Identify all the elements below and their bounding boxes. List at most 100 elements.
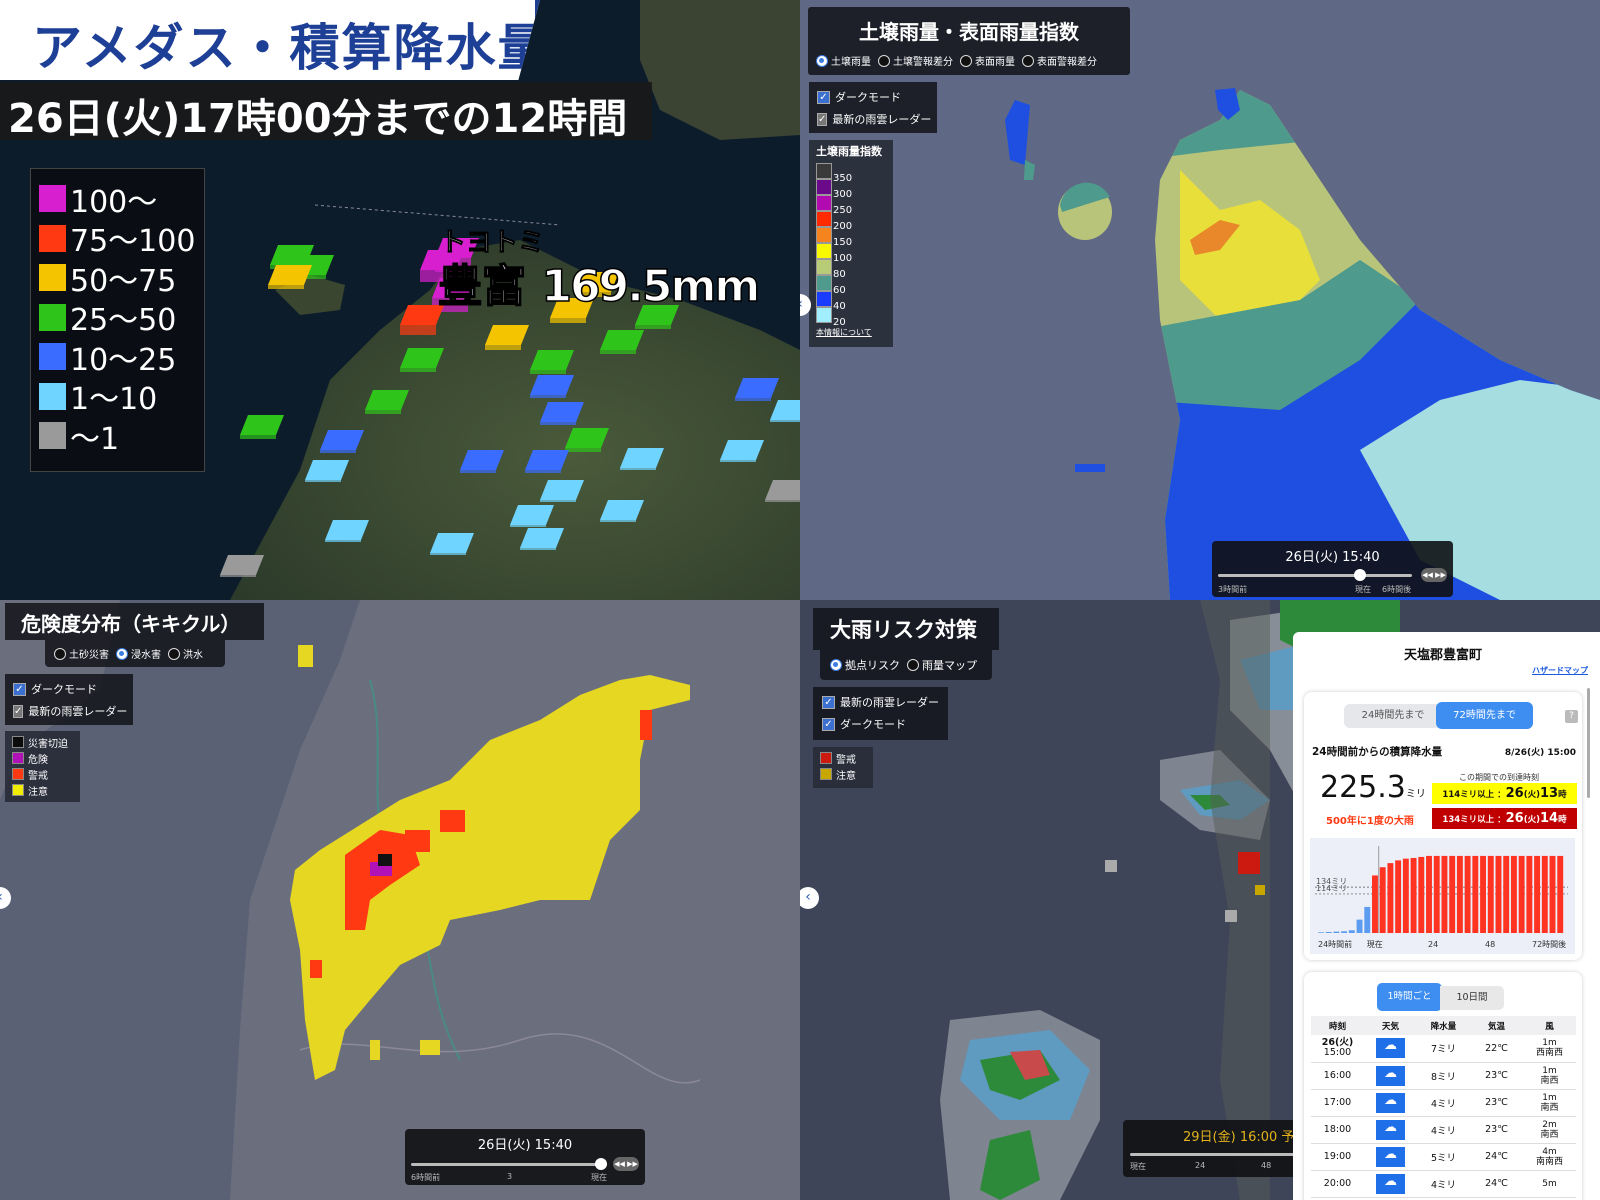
slider-track[interactable] bbox=[411, 1163, 607, 1166]
legend-swatch bbox=[816, 291, 832, 307]
threshold-hour: 14 bbox=[1539, 811, 1559, 826]
radio-option[interactable]: 拠点リスク bbox=[830, 657, 900, 673]
radio-button[interactable] bbox=[960, 54, 972, 67]
chart-bar bbox=[1348, 930, 1355, 933]
radio-option[interactable]: 表面雨量 bbox=[960, 53, 1015, 68]
time-cell: 26(火) 15:00 bbox=[1311, 1035, 1364, 1062]
checkbox-option[interactable]: ✓ ダークモード bbox=[13, 678, 125, 700]
checkbox[interactable]: ✓ bbox=[13, 704, 24, 718]
collapse-chevron-icon[interactable]: ‹ bbox=[800, 887, 819, 909]
table-row: 20:00 ☁ 4ミリ 24℃ 5m bbox=[1311, 1170, 1576, 1197]
checkbox[interactable]: ✓ bbox=[817, 112, 828, 126]
rainfall-block bbox=[530, 375, 574, 398]
step-buttons[interactable]: ◀◀ ▶▶ bbox=[613, 1157, 639, 1171]
hazard-type-radio-group: 土砂災害 浸水害 洪水 bbox=[45, 640, 225, 667]
legend-swatch bbox=[39, 303, 66, 331]
threshold-label: 114ミリ以上 ： bbox=[1442, 789, 1506, 800]
radio-button[interactable] bbox=[816, 54, 828, 67]
soil-index-map bbox=[1005, 88, 1600, 600]
rainfall-block bbox=[550, 298, 594, 323]
chart-bar bbox=[1325, 931, 1332, 933]
station-kana-label: トヨトミ bbox=[439, 228, 545, 259]
forecast-slider: 29日(金) 16:00 予 現在 24 48 bbox=[1123, 1120, 1323, 1177]
help-icon[interactable]: ? bbox=[1565, 710, 1578, 723]
checkbox[interactable]: ✓ bbox=[822, 717, 835, 731]
radio-label: 土壌雨量 bbox=[831, 57, 871, 68]
panel-scrollbar[interactable] bbox=[1587, 688, 1590, 798]
radio-button[interactable] bbox=[830, 659, 842, 671]
period-subtitle: 26日(火)17時00分までの12時間 bbox=[8, 96, 628, 142]
tab-72h[interactable]: 72時間先まで bbox=[1436, 702, 1533, 729]
radio-button[interactable] bbox=[116, 647, 128, 660]
checkbox[interactable]: ✓ bbox=[822, 695, 835, 709]
checkbox-label: 最新の雨雲レーダー bbox=[832, 113, 932, 126]
slider-track[interactable] bbox=[1218, 574, 1412, 577]
risk-title-box: 大雨リスク対策 bbox=[813, 608, 999, 650]
collapse-chevron-icon[interactable]: ‹ bbox=[800, 294, 811, 316]
risk-legend: 警戒 注意 bbox=[813, 747, 873, 788]
legend-item: 注意 bbox=[12, 782, 73, 798]
legend-label: 75〜100 bbox=[70, 224, 196, 260]
table-row: 18:00 ☁ 4ミリ 23℃ 2m 南西 bbox=[1311, 1116, 1576, 1143]
chart-bar bbox=[1372, 875, 1378, 933]
info-link[interactable]: 本情報について bbox=[816, 328, 872, 337]
table-row: 16:00 ☁ 8ミリ 23℃ 1m 南西 bbox=[1311, 1062, 1576, 1089]
wind-speed: 1m bbox=[1542, 1092, 1557, 1103]
weather-cell: ☁ bbox=[1364, 1035, 1417, 1062]
slider-track[interactable] bbox=[1130, 1153, 1320, 1156]
legend-swatch bbox=[816, 195, 832, 211]
tab-hourly[interactable]: 1時間ごと bbox=[1377, 983, 1442, 1011]
soil-legend: 土壌雨量指数 350 300 250 200 150 100 80 60 40 20 本情報につい… bbox=[809, 140, 893, 347]
checkbox-option[interactable]: ✓ 最新の雨雲レーダー bbox=[817, 108, 932, 130]
radio-button[interactable] bbox=[1022, 54, 1034, 67]
radio-option[interactable]: 土砂災害 bbox=[54, 646, 109, 661]
hazard-map-link[interactable]: ハザードマップ bbox=[1532, 666, 1588, 675]
legend-label: 災害切迫 bbox=[28, 738, 68, 750]
accumulated-heading: 24時間前からの積算降水量 bbox=[1312, 746, 1443, 758]
threshold-hour: 13 bbox=[1539, 786, 1559, 801]
checkbox-option[interactable]: ✓ 最新の雨雲レーダー bbox=[13, 700, 127, 722]
radio-button[interactable] bbox=[168, 647, 180, 660]
checkbox-option[interactable]: ✓ ダークモード bbox=[822, 713, 939, 735]
precip-cell: 7ミリ bbox=[1430, 1044, 1457, 1056]
legend-label: 20 bbox=[833, 317, 846, 328]
panel-title: 危険度分布（キキクル） bbox=[21, 612, 241, 636]
checkbox-option[interactable]: ✓ ダークモード bbox=[817, 86, 929, 108]
checkbox-label: ダークモード bbox=[840, 718, 906, 731]
weather-cell: ☁ bbox=[1364, 1062, 1417, 1089]
column-header: 時刻 bbox=[1328, 1021, 1346, 1032]
chart-bar bbox=[1541, 855, 1548, 933]
radio-button[interactable] bbox=[878, 54, 890, 67]
legend-label: 10〜25 bbox=[70, 342, 177, 378]
slider-knob[interactable] bbox=[1353, 569, 1366, 581]
rainfall-block bbox=[400, 305, 444, 335]
radio-option[interactable]: 土壌警報差分 bbox=[878, 53, 953, 68]
checkbox[interactable]: ✓ bbox=[817, 90, 830, 104]
tab-10days[interactable]: 10日間 bbox=[1440, 986, 1504, 1010]
radio-option[interactable]: 雨量マップ bbox=[907, 657, 977, 673]
legend-swatch bbox=[816, 307, 832, 323]
collapse-chevron-icon[interactable]: ‹ bbox=[0, 887, 11, 909]
kikikuru-title-box: 危険度分布（キキクル） bbox=[5, 603, 264, 640]
amount-value: 225.3 bbox=[1320, 770, 1406, 805]
radio-button[interactable] bbox=[907, 659, 919, 671]
checkbox-option[interactable]: ✓ 最新の雨雲レーダー bbox=[822, 691, 939, 713]
slider-knob[interactable] bbox=[595, 1158, 608, 1170]
radio-option[interactable]: 表面警報差分 bbox=[1022, 53, 1097, 68]
radio-button[interactable] bbox=[54, 647, 66, 660]
radio-option[interactable]: 洪水 bbox=[168, 646, 203, 661]
threshold-label: 134ミリ bbox=[1316, 877, 1347, 886]
soil-title-box: 土壌雨量・表面雨量指数 土壌雨量 土壌警報差分 表面雨量 表面警報差分 bbox=[808, 7, 1130, 75]
location-name: 天塩郡豊富町 bbox=[1403, 648, 1482, 663]
checkbox[interactable]: ✓ bbox=[13, 682, 26, 696]
radio-option[interactable]: 浸水害 bbox=[116, 646, 161, 661]
x-tick-label: 24 bbox=[1428, 940, 1438, 949]
legend-label: 警戒 bbox=[28, 770, 48, 782]
rain-icon: ☁ bbox=[1376, 1038, 1405, 1059]
legend-swatch bbox=[816, 211, 832, 227]
radio-option[interactable]: 土壌雨量 bbox=[816, 53, 871, 68]
rainfall-block bbox=[600, 330, 644, 354]
wind-direction: 南西 bbox=[1540, 1102, 1559, 1113]
tab-24h[interactable]: 24時間先まで bbox=[1344, 704, 1442, 728]
step-buttons[interactable]: ◀◀ ▶▶ bbox=[1421, 568, 1447, 582]
